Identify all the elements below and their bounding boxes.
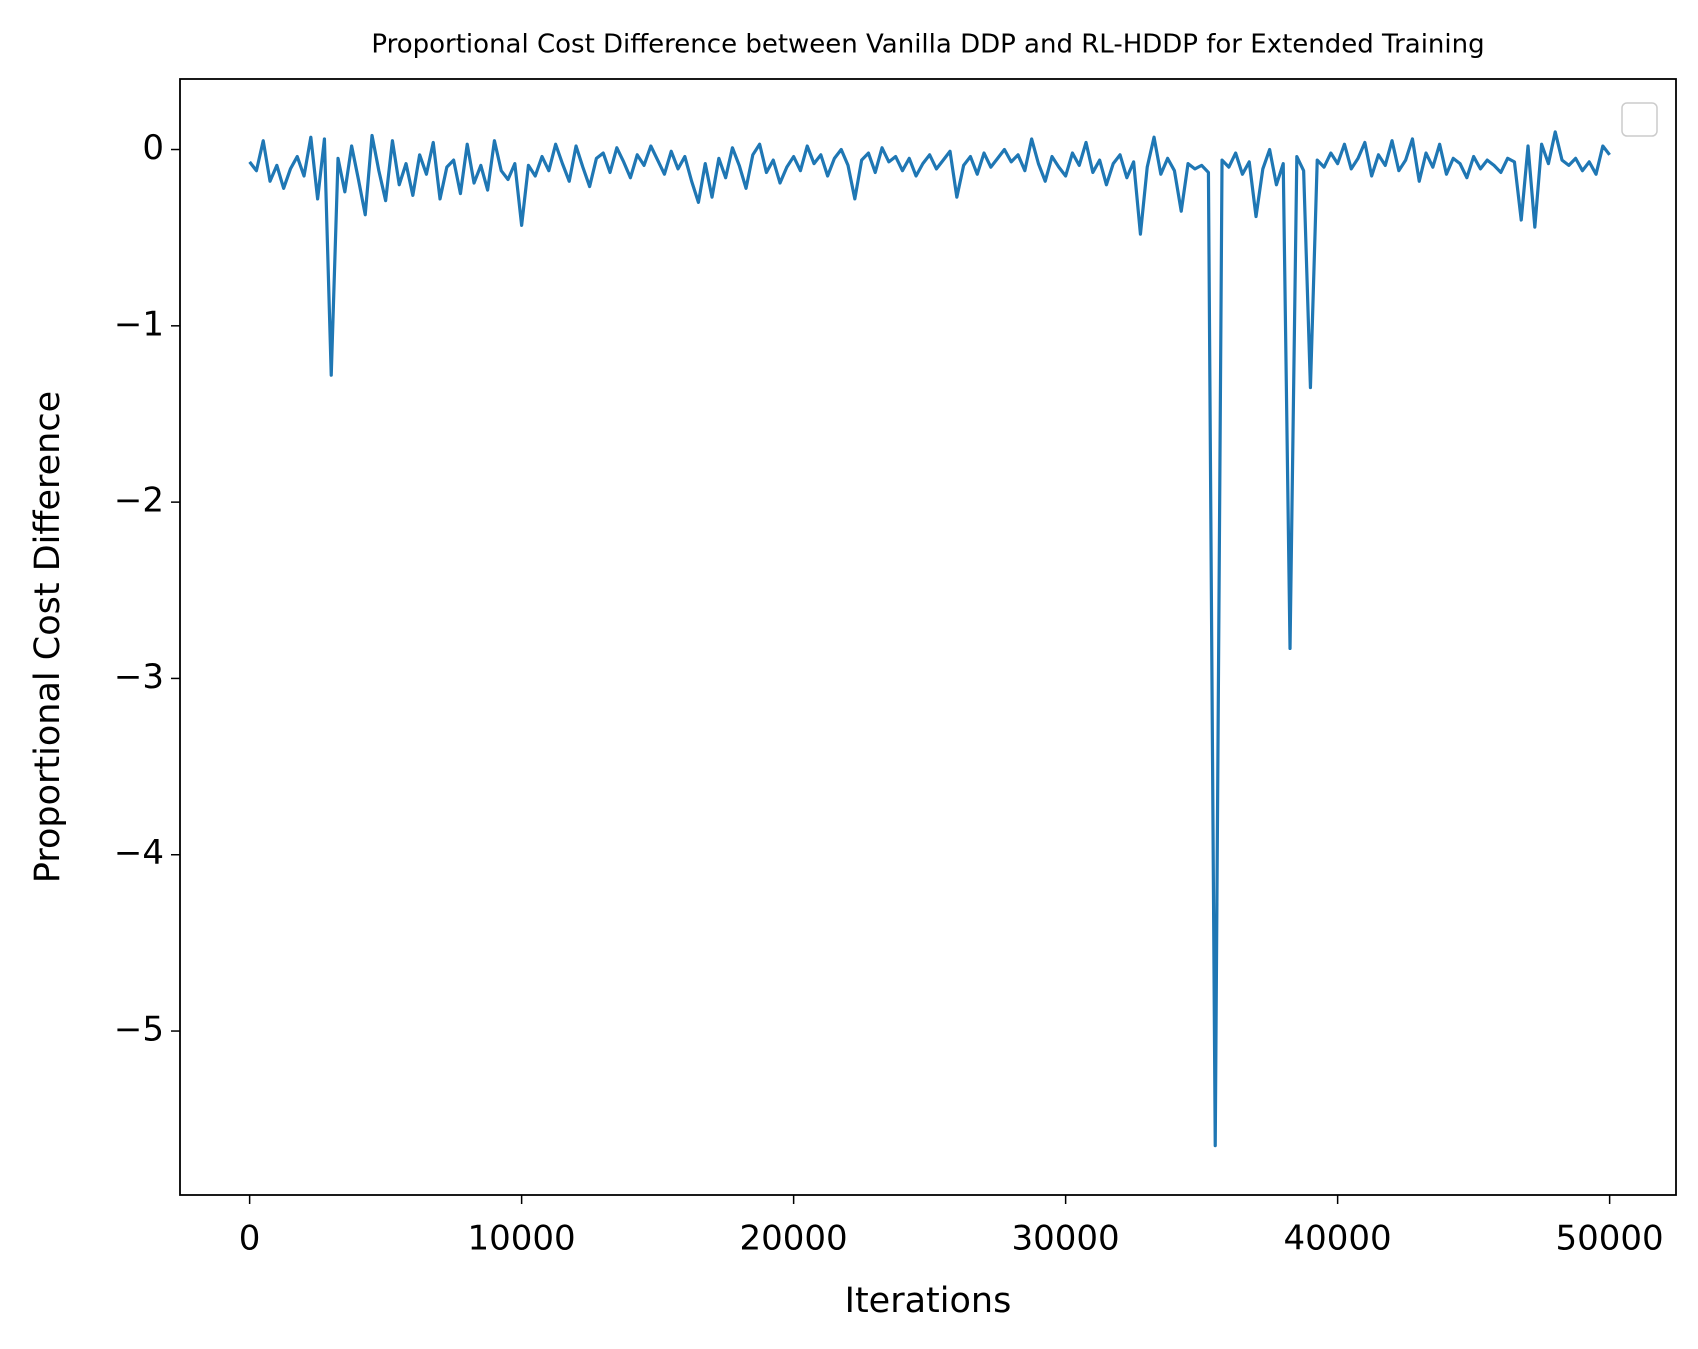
data-line	[248, 130, 1611, 1148]
y-tick-label: −5	[114, 1010, 164, 1050]
x-tick-label: 30000	[1012, 1219, 1120, 1259]
y-tick-label: 0	[142, 128, 164, 168]
legend-box	[1621, 102, 1658, 137]
x-tick-label: 10000	[468, 1219, 576, 1259]
x-tick-label: 40000	[1284, 1219, 1392, 1259]
chart-title: Proportional Cost Difference between Van…	[371, 30, 1484, 60]
y-tick-label: −3	[114, 657, 164, 697]
y-tick-label: −1	[114, 304, 164, 344]
x-tick-label: 50000	[1556, 1219, 1664, 1259]
x-tick-label: 0	[239, 1219, 261, 1259]
y-axis-label: Proportional Cost Difference	[28, 391, 68, 883]
x-axis-label: Iterations	[845, 1281, 1012, 1321]
y-tick-label: −2	[114, 481, 164, 521]
plot-frame	[179, 78, 1677, 1196]
x-tick-label: 20000	[740, 1219, 848, 1259]
y-tick-label: −4	[114, 833, 164, 873]
